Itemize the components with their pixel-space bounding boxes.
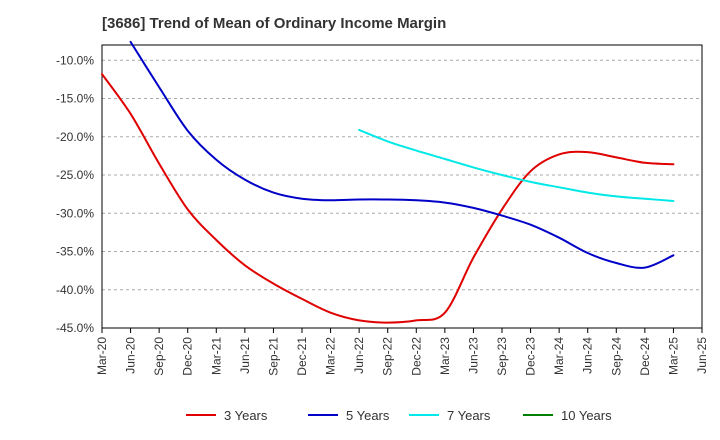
y-tick-label: -45.0% — [56, 321, 94, 335]
x-tick-label: Mar-21 — [209, 337, 223, 375]
x-tick-label: Mar-22 — [324, 337, 338, 375]
x-tick-label: Dec-21 — [295, 337, 309, 376]
x-tick-label: Sep-24 — [609, 337, 623, 376]
chart-title: [3686] Trend of Mean of Ordinary Income … — [102, 15, 447, 32]
y-tick-label: -40.0% — [56, 283, 94, 297]
x-tick-label: Jun-24 — [581, 337, 595, 374]
x-tick-label: Jun-25 — [695, 337, 709, 374]
x-tick-label: Dec-23 — [524, 337, 538, 376]
series-line-2 — [358, 128, 675, 202]
legend-label: 3 Years — [224, 408, 268, 423]
x-tick-label: Sep-22 — [381, 337, 395, 376]
legend-label: 5 Years — [346, 408, 390, 423]
x-tick-label: Mar-24 — [552, 337, 566, 375]
legend-label: 7 Years — [447, 408, 491, 423]
y-tick-label: -20.0% — [56, 130, 94, 144]
x-tick-label: Sep-21 — [266, 337, 280, 376]
x-tick-label: Mar-20 — [95, 337, 109, 375]
y-tick-label: -25.0% — [56, 168, 94, 182]
y-tick-label: -35.0% — [56, 245, 94, 259]
y-tick-label: -10.0% — [56, 53, 94, 67]
x-tick-label: Jun-20 — [124, 337, 138, 374]
x-tick-label: Jun-21 — [238, 337, 252, 374]
y-tick-label: -30.0% — [56, 206, 94, 220]
x-tick-label: Dec-20 — [181, 337, 195, 376]
plot-area — [101, 44, 703, 329]
legend-label: 10 Years — [561, 408, 612, 423]
x-tick-label: Mar-23 — [438, 337, 452, 375]
x-tick-label: Dec-24 — [638, 337, 652, 376]
x-tick-label: Sep-20 — [152, 337, 166, 376]
x-tick-label: Jun-22 — [352, 337, 366, 374]
x-tick-label: Sep-23 — [495, 337, 509, 376]
x-tick-label: Mar-25 — [666, 337, 680, 375]
y-tick-label: -15.0% — [56, 92, 94, 106]
series-line-1 — [129, 40, 675, 269]
x-tick-label: Jun-23 — [466, 337, 480, 374]
x-tick-label: Dec-22 — [409, 337, 423, 376]
series-line-0 — [101, 73, 675, 324]
